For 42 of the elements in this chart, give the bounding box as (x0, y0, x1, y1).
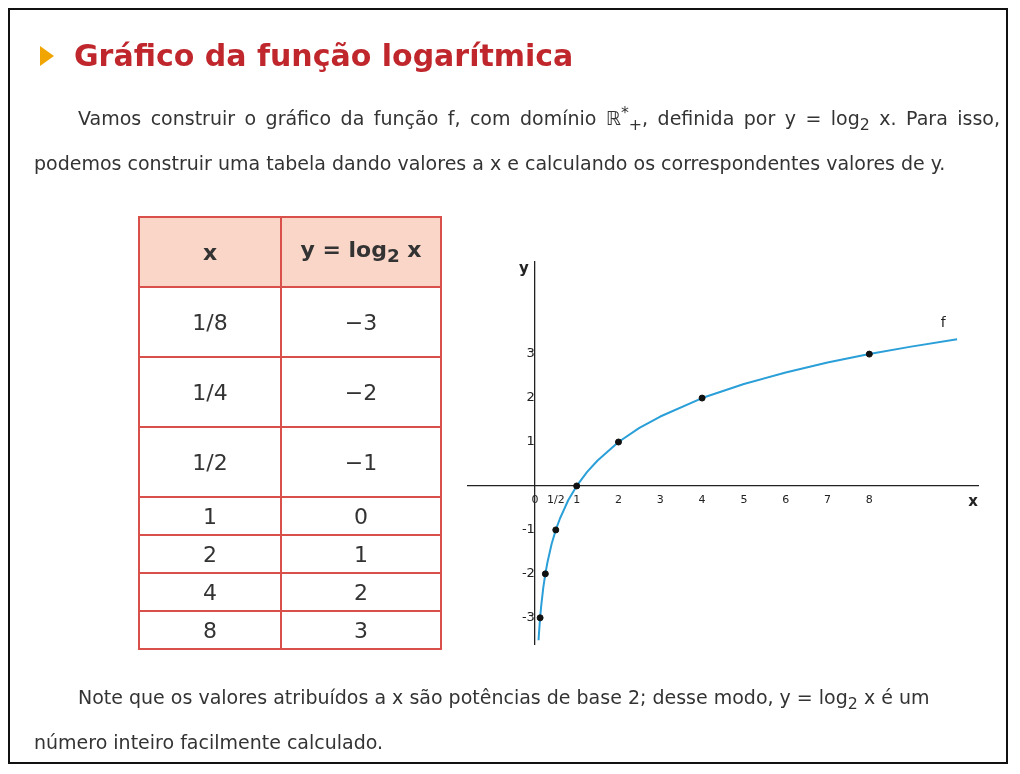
x-tick-label: 8 (865, 493, 873, 507)
point (614, 438, 622, 446)
text: 1/4 (192, 379, 228, 405)
text: 2 (203, 541, 217, 567)
x-tick-label: 5 (740, 493, 748, 507)
y-tick-label: 1 (526, 433, 535, 449)
text: 3 (354, 617, 368, 643)
y-tick-label: 3 (526, 345, 535, 361)
y-tick-label: 2 (526, 389, 535, 405)
y-tick-label: -1 (521, 521, 535, 537)
x-tick-label: 3 (656, 493, 664, 507)
text: Vamos construir o gráfico da função f, com domínio ℝ$^{*}$$_{+}$, definida por y = log$_{2}$ x. Para isso, podemos construir uma tabela dando valores a x e calculando os correspondentes valores de y. (34, 102, 1000, 177)
y-tick-label: -3 (521, 609, 535, 625)
text: 2 (847, 693, 858, 713)
x-tick-label: 6 (782, 493, 790, 507)
text: x (202, 239, 218, 265)
text: 2 (354, 579, 368, 605)
text: 4 (203, 579, 217, 605)
text: 1/2 (192, 449, 228, 475)
x-tick-label: 1/2 (546, 493, 565, 507)
point (536, 614, 544, 622)
x-tick-label: 2 (614, 493, 622, 507)
point (552, 526, 560, 534)
point (865, 350, 873, 358)
text: 8 (203, 617, 217, 643)
point (573, 482, 581, 490)
x-tick-label: 7 (824, 493, 832, 507)
text: 1/8 (192, 309, 228, 335)
x-tick-label: 4 (698, 493, 706, 507)
text: −2 (344, 379, 378, 405)
chart-title: Gráfico da função logarítmica (74, 38, 574, 73)
y-tick-label: -2 (521, 565, 535, 581)
text: −1 (344, 449, 378, 475)
point (698, 394, 706, 402)
x-axis-title: x (968, 492, 979, 511)
text: 1 (354, 541, 368, 567)
x-tick-label: 1 (573, 493, 581, 507)
y-axis-title: y (519, 259, 530, 278)
point (541, 570, 549, 578)
text: −3 (344, 309, 378, 335)
series-label: f (940, 313, 947, 330)
text: y = log$_{2}$ x (300, 237, 422, 267)
